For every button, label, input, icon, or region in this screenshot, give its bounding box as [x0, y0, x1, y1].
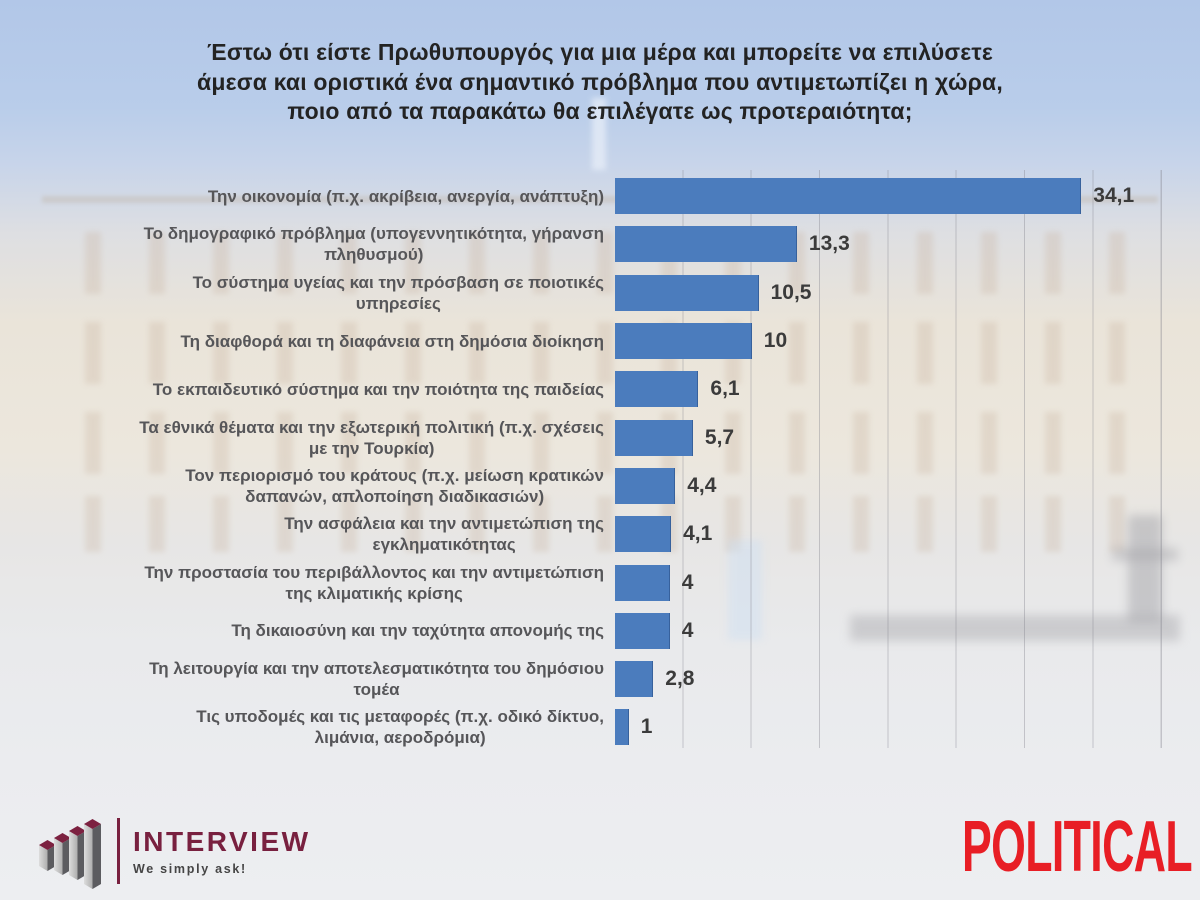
- category-label: Τις υποδομές και τις μεταφορές (π.χ. οδι…: [196, 707, 604, 748]
- bar-cell: 10: [615, 323, 1176, 360]
- category-label: Την ασφάλεια και την αντιμετώπιση της εγ…: [284, 514, 604, 555]
- category-label: Την προστασία του περιβάλλοντος και την …: [144, 562, 604, 603]
- chart-row: Τις υποδομές και τις μεταφορές (π.χ. οδι…: [30, 703, 1176, 751]
- value-label: 4: [681, 618, 694, 642]
- chart-row: Το εκπαιδευτικό σύστημα και την ποιότητα…: [30, 365, 1176, 413]
- bar: [615, 709, 629, 746]
- value-label: 2,8: [665, 667, 695, 691]
- category-label-cell: Τις υποδομές και τις μεταφορές (π.χ. οδι…: [30, 706, 615, 748]
- category-label-cell: Την προστασία του περιβάλλοντος και την …: [30, 562, 615, 604]
- bar-chart: Την οικονομία (π.χ. ακρίβεια, ανεργία, α…: [30, 170, 1176, 754]
- category-label-cell: Το δημογραφικό πρόβλημα (υπογεννητικότητ…: [30, 223, 615, 265]
- category-label-cell: Τη διαφθορά και τη διαφάνεια στη δημόσια…: [30, 331, 615, 352]
- interview-logo-bars-icon: [39, 819, 101, 889]
- category-label-cell: Τη δικαιοσύνη και την ταχύτητα απονομής …: [30, 620, 615, 641]
- category-label: Τη διαφθορά και τη διαφάνεια στη δημόσια…: [180, 331, 604, 351]
- bar: [615, 226, 797, 263]
- chart-row: Τα εθνικά θέματα και την εξωτερική πολιτ…: [30, 413, 1176, 461]
- bar: [615, 661, 654, 698]
- category-label: Τη δικαιοσύνη και την ταχύτητα απονομής …: [231, 621, 604, 641]
- value-label: 4,1: [683, 522, 713, 546]
- value-label: 10,5: [770, 280, 812, 304]
- chart-row: Τη δικαιοσύνη και την ταχύτητα απονομής …: [30, 607, 1176, 655]
- chart-title: Έστω ότι είστε Πρωθυπουργός για μια μέρα…: [197, 39, 1003, 124]
- bar-cell: 34,1: [615, 178, 1176, 215]
- value-label: 10: [763, 329, 788, 353]
- bar: [615, 564, 670, 601]
- category-label: Την οικονομία (π.χ. ακρίβεια, ανεργία, α…: [207, 186, 604, 206]
- bar-cell: 1: [615, 709, 1176, 746]
- chart-row: Την προστασία του περιβάλλοντος και την …: [30, 558, 1176, 606]
- value-label: 5,7: [704, 425, 735, 449]
- bar: [615, 323, 752, 360]
- bar-cell: 4,4: [615, 467, 1176, 504]
- bar: [615, 516, 672, 553]
- bar-cell: 6,1: [615, 371, 1176, 408]
- bar-cell: 13,3: [615, 226, 1176, 263]
- bar: [615, 419, 693, 456]
- logo-divider: [117, 818, 120, 884]
- chart-row: Την ασφάλεια και την αντιμετώπιση της εγ…: [30, 510, 1176, 558]
- interview-logo: INTERVIEW We simply ask!: [34, 812, 311, 890]
- category-label-cell: Το εκπαιδευτικό σύστημα και την ποιότητα…: [30, 379, 615, 400]
- category-label: Το εκπαιδευτικό σύστημα και την ποιότητα…: [152, 379, 604, 399]
- bar: [615, 178, 1082, 215]
- category-label-cell: Την ασφάλεια και την αντιμετώπιση της εγ…: [30, 513, 615, 555]
- category-label-cell: Τα εθνικά θέματα και την εξωτερική πολιτ…: [30, 417, 615, 459]
- value-label: 4: [681, 570, 694, 594]
- bar: [615, 467, 676, 504]
- bar-cell: 4: [615, 612, 1176, 649]
- category-label-cell: Την οικονομία (π.χ. ακρίβεια, ανεργία, α…: [30, 186, 615, 207]
- interview-logo-tagline: We simply ask!: [133, 862, 247, 876]
- bar-cell: 4: [615, 564, 1176, 601]
- bar-cell: 2,8: [615, 661, 1176, 698]
- chart-row: Το σύστημα υγείας και την πρόσβαση σε πο…: [30, 269, 1176, 317]
- value-label: 6,1: [710, 377, 740, 401]
- bar: [615, 371, 699, 408]
- category-label-cell: Τη λειτουργία και την αποτελεσματικότητα…: [30, 658, 615, 700]
- category-label: Τα εθνικά θέματα και την εξωτερική πολιτ…: [139, 417, 604, 458]
- bar-cell: 5,7: [615, 419, 1176, 456]
- value-label: 1: [640, 715, 653, 739]
- chart-row: Την οικονομία (π.χ. ακρίβεια, ανεργία, α…: [30, 172, 1176, 220]
- political-logo: POLITICAL: [961, 807, 1193, 887]
- chart-row: Τη λειτουργία και την αποτελεσματικότητα…: [30, 655, 1176, 703]
- chart-rows: Την οικονομία (π.χ. ακρίβεια, ανεργία, α…: [30, 172, 1176, 752]
- chart-row: Τη διαφθορά και τη διαφάνεια στη δημόσια…: [30, 317, 1176, 365]
- category-label: Τη λειτουργία και την αποτελεσματικότητα…: [149, 659, 604, 700]
- category-label-cell: Τον περιορισμό του κράτους (π.χ. μείωση …: [30, 465, 615, 507]
- value-label: 4,4: [687, 473, 717, 497]
- gridlines: [615, 170, 1162, 748]
- interview-wordmark: INTERVIEW We simply ask!: [133, 826, 311, 876]
- bar-cell: 10,5: [615, 274, 1176, 311]
- value-label: 13,3: [808, 232, 850, 256]
- category-label-cell: Το σύστημα υγείας και την πρόσβαση σε πο…: [30, 272, 615, 314]
- bar: [615, 612, 670, 649]
- chart-row: Το δημογραφικό πρόβλημα (υπογεννητικότητ…: [30, 220, 1176, 268]
- chart-row: Τον περιορισμό του κράτους (π.χ. μείωση …: [30, 462, 1176, 510]
- bar-cell: 4,1: [615, 516, 1176, 553]
- value-label: 34,1: [1093, 184, 1135, 208]
- interview-logo-name: INTERVIEW: [133, 826, 311, 857]
- bar: [615, 274, 759, 311]
- category-label: Το σύστημα υγείας και την πρόσβαση σε πο…: [192, 272, 604, 313]
- category-label: Τον περιορισμό του κράτους (π.χ. μείωση …: [185, 465, 604, 506]
- category-label: Το δημογραφικό πρόβλημα (υπογεννητικότητ…: [143, 224, 604, 265]
